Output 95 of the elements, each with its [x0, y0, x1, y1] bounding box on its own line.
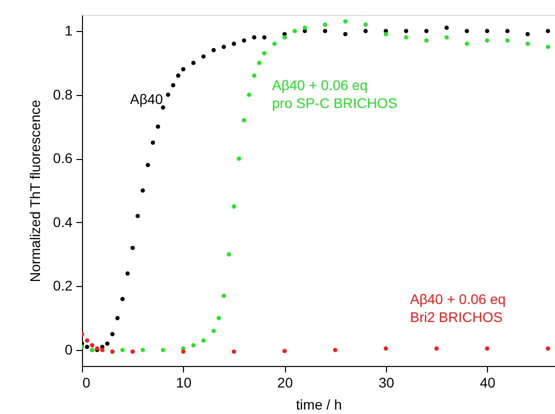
point — [150, 140, 156, 145]
point — [181, 350, 186, 354]
point — [140, 348, 145, 352]
series-label: Aβ40 — [130, 91, 164, 107]
point — [232, 42, 236, 46]
point — [464, 28, 470, 34]
point — [191, 60, 196, 65]
x-axis-title: time / h — [296, 396, 342, 412]
point — [160, 348, 166, 352]
point — [302, 26, 307, 30]
point — [110, 332, 115, 336]
y-tick-label: 0.2 — [53, 278, 73, 294]
point — [404, 35, 408, 40]
x-tick-label: 40 — [480, 374, 496, 390]
point — [404, 28, 408, 34]
point — [212, 48, 216, 52]
point — [424, 28, 428, 34]
point — [110, 350, 115, 354]
point — [166, 92, 170, 97]
point — [84, 344, 90, 349]
point — [464, 42, 470, 46]
y-tick-label: 0.4 — [53, 214, 73, 230]
series-label: Aβ40 + 0.06 eq pro SP-C BRICHOS — [272, 77, 398, 111]
point — [232, 350, 236, 354]
point — [384, 346, 388, 351]
point — [140, 188, 145, 193]
point — [485, 346, 490, 351]
point — [343, 32, 348, 36]
point — [136, 214, 140, 218]
point — [222, 294, 226, 298]
point — [322, 22, 328, 27]
point — [363, 28, 368, 34]
point — [216, 316, 221, 320]
y-tick-label: 1 — [64, 22, 73, 38]
point — [272, 42, 277, 46]
point — [485, 38, 490, 43]
point — [485, 28, 490, 34]
point — [252, 74, 256, 78]
point — [236, 156, 242, 161]
point — [130, 246, 135, 250]
x-tick-label: 20 — [277, 374, 294, 390]
point — [181, 67, 186, 72]
point — [546, 44, 550, 50]
point — [232, 204, 236, 209]
point — [282, 348, 287, 354]
point — [247, 92, 252, 97]
point — [84, 338, 90, 343]
point — [322, 28, 328, 34]
y-tick-label: 0.6 — [53, 150, 73, 166]
point — [257, 60, 262, 65]
point — [191, 343, 196, 348]
x-tick-label: 10 — [176, 374, 192, 390]
point — [444, 26, 449, 30]
point — [363, 22, 368, 27]
x-tick-label: 30 — [378, 374, 394, 390]
point — [146, 162, 150, 168]
x-tick-label: 0 — [82, 374, 90, 390]
point — [242, 118, 246, 122]
point — [262, 35, 266, 40]
point — [262, 51, 266, 56]
point — [546, 346, 550, 351]
point — [252, 35, 256, 40]
point — [292, 28, 297, 34]
y-tick-label: 0.8 — [53, 86, 73, 102]
point — [125, 271, 130, 276]
point — [505, 38, 510, 43]
series-label: Aβ40 + 0.06 eq Bri2 BRICHOS — [410, 291, 506, 325]
point — [105, 342, 110, 346]
point — [171, 83, 176, 88]
point — [546, 28, 550, 34]
point — [130, 350, 135, 354]
point — [526, 32, 530, 36]
point — [333, 348, 338, 352]
point — [201, 54, 206, 59]
point — [526, 42, 530, 46]
point — [90, 343, 94, 348]
y-axis-title: Normalized ThT fluorescence — [27, 100, 44, 282]
point — [201, 338, 206, 343]
point — [226, 252, 231, 256]
point — [343, 19, 348, 24]
point — [242, 38, 246, 43]
point — [424, 38, 428, 43]
point — [120, 296, 125, 302]
point — [384, 32, 388, 36]
y-tick-label: 0 — [64, 342, 73, 358]
point — [282, 35, 287, 40]
point — [115, 316, 120, 320]
point — [505, 28, 510, 34]
point — [222, 44, 226, 50]
point — [212, 328, 216, 334]
point — [176, 74, 180, 78]
point — [444, 35, 449, 40]
point — [434, 346, 439, 351]
point — [120, 348, 125, 352]
point — [156, 124, 160, 129]
